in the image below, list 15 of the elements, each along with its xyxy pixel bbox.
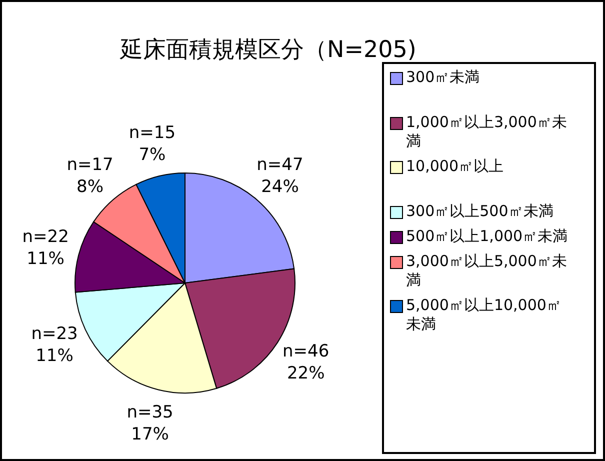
data-label: n=35 17% [126,402,174,445]
data-label: n=23 11% [31,324,78,366]
legend-label: 300㎡未満 [406,68,481,87]
data-label: n=17 8% [66,154,114,197]
legend-label: 5,000㎡以上10,000㎡未満 [406,296,562,334]
data-label: n=15 7% [128,122,176,165]
data-label: n=47 24% [256,154,304,197]
legend-label: 300㎡以上500㎡未満 [406,202,554,221]
data-label: n=46 22% [282,341,330,384]
legend-label: 3,000㎡以上5,000㎡未満 [406,252,568,290]
legend-label: 500㎡以上1,000㎡未満 [406,227,569,246]
legend-label: 10,000㎡以上 [406,157,504,176]
chart-title: 延床面積規模区分（N=205) [119,37,416,63]
data-label: n=22 11% [22,226,69,269]
legend-label: 1,000㎡以上3,000㎡未満 [406,113,568,151]
